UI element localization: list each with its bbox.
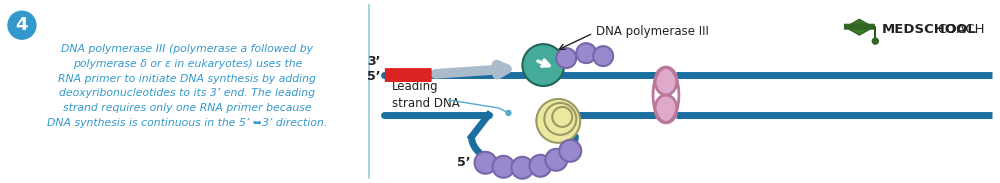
Circle shape [593,46,613,66]
Circle shape [529,155,551,177]
Ellipse shape [544,103,576,135]
Circle shape [8,11,36,39]
Polygon shape [845,19,873,35]
Ellipse shape [655,95,677,123]
Circle shape [872,38,878,44]
Ellipse shape [536,99,580,143]
Text: 4: 4 [16,16,28,34]
Circle shape [511,157,533,179]
Text: 5’: 5’ [457,156,471,169]
Text: 3’: 3’ [367,55,381,68]
Text: Leading
strand DNA: Leading strand DNA [392,80,460,110]
Ellipse shape [655,67,677,95]
Circle shape [522,44,564,86]
Text: DNA polymerase III (polymerase a followed by
polymerase δ or ε in eukaryotes) us: DNA polymerase III (polymerase a followe… [47,44,328,128]
Circle shape [545,149,567,171]
Circle shape [559,140,581,162]
Text: MEDSCHOOL: MEDSCHOOL [881,23,976,36]
Circle shape [506,111,511,115]
FancyBboxPatch shape [385,68,432,82]
Circle shape [576,43,596,63]
Ellipse shape [552,107,572,127]
Text: COACH: COACH [937,23,985,36]
Text: DNA polymerase III: DNA polymerase III [596,25,709,38]
Circle shape [556,48,576,68]
Text: 5’: 5’ [367,70,381,83]
Circle shape [492,156,514,178]
FancyBboxPatch shape [844,24,875,30]
Circle shape [475,152,496,174]
